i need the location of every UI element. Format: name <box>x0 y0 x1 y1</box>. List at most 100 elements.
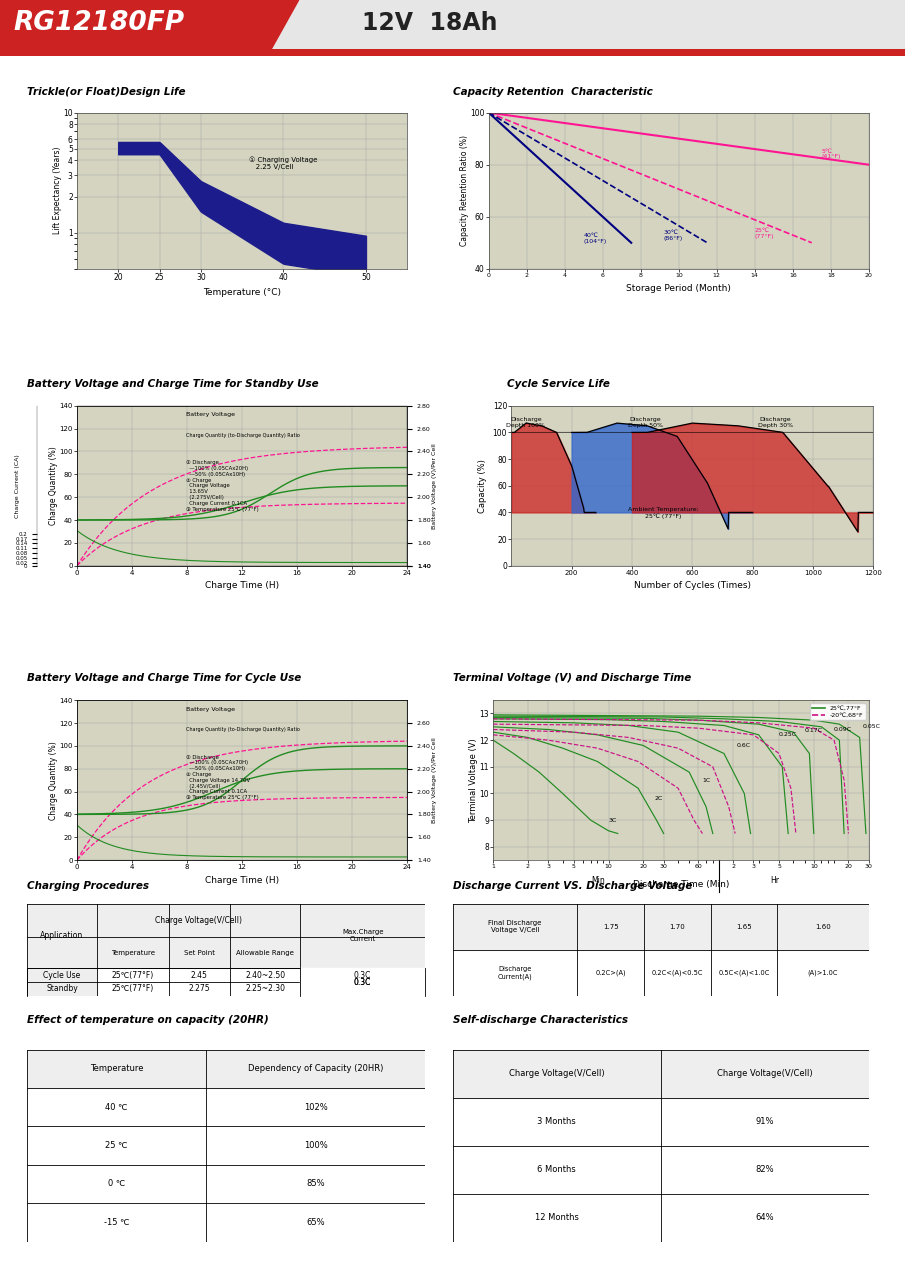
Text: 3C: 3C <box>608 818 617 823</box>
Text: 25 ℃: 25 ℃ <box>106 1140 128 1151</box>
Text: 25℃(77°F): 25℃(77°F) <box>111 970 154 979</box>
Y-axis label: Battery Voltage (V)/Per Cell: Battery Voltage (V)/Per Cell <box>433 443 437 529</box>
Text: 0.6C: 0.6C <box>737 742 751 748</box>
Text: Trickle(or Float)Design Life: Trickle(or Float)Design Life <box>27 87 186 97</box>
Y-axis label: Capacity (%): Capacity (%) <box>478 458 487 513</box>
Text: Set Point: Set Point <box>184 950 214 956</box>
Polygon shape <box>244 0 299 49</box>
Text: 12V  18Ah: 12V 18Ah <box>362 12 498 36</box>
Text: Min: Min <box>592 876 605 884</box>
Text: 0.3C: 0.3C <box>354 978 371 987</box>
Text: 12 Months: 12 Months <box>535 1213 578 1222</box>
X-axis label: Charge Time (H): Charge Time (H) <box>205 876 279 884</box>
Text: Discharge
Depth 30%: Discharge Depth 30% <box>758 417 793 428</box>
Text: Battery Voltage and Charge Time for Standby Use: Battery Voltage and Charge Time for Stan… <box>27 379 319 389</box>
Text: 102%: 102% <box>304 1102 328 1112</box>
Text: ① Discharge
  —100% (0.05CAx20H)
  ---50% (0.05CAx10H)
② Charge
  Charge Voltage: ① Discharge —100% (0.05CAx20H) ---50% (0… <box>186 460 259 512</box>
Bar <box>452 904 869 950</box>
Text: 2.25~2.30: 2.25~2.30 <box>245 984 285 993</box>
Text: 2C: 2C <box>654 796 662 801</box>
Text: 30℃
(86°F): 30℃ (86°F) <box>663 230 682 241</box>
Text: 0.25C: 0.25C <box>779 732 797 737</box>
Text: Self-discharge Characteristics: Self-discharge Characteristics <box>452 1015 627 1025</box>
Bar <box>27 1050 425 1088</box>
Text: 1C: 1C <box>702 778 710 782</box>
Text: Charge Quantity (to-Discharge Quantity) Ratio: Charge Quantity (to-Discharge Quantity) … <box>186 727 300 732</box>
Text: ① Discharge
  —100% (0.05CAx70H)
  ---50% (0.05CAx10H)
② Charge
  Charge Voltage: ① Discharge —100% (0.05CAx70H) ---50% (0… <box>186 754 259 800</box>
Bar <box>272 0 905 49</box>
Text: ① Charging Voltage
   2.25 V/Cell: ① Charging Voltage 2.25 V/Cell <box>249 156 317 170</box>
X-axis label: Discharge Time (Min): Discharge Time (Min) <box>633 881 729 890</box>
Text: Battery Voltage and Charge Time for Cycle Use: Battery Voltage and Charge Time for Cycl… <box>27 673 301 684</box>
Text: Final Discharge
Voltage V/Cell: Final Discharge Voltage V/Cell <box>489 920 541 933</box>
Text: 0 ℃: 0 ℃ <box>108 1179 126 1189</box>
Text: Discharge
Current(A): Discharge Current(A) <box>498 966 532 979</box>
Text: Cycle Service Life: Cycle Service Life <box>507 379 610 389</box>
Text: (A)>1.0C: (A)>1.0C <box>808 969 838 977</box>
Text: 1.60: 1.60 <box>815 924 831 929</box>
Text: 1.75: 1.75 <box>603 924 618 929</box>
Text: Cycle Use: Cycle Use <box>43 970 81 979</box>
Text: Capacity Retention  Characteristic: Capacity Retention Characteristic <box>452 87 653 97</box>
Text: 3 Months: 3 Months <box>538 1117 576 1126</box>
X-axis label: Storage Period (Month): Storage Period (Month) <box>626 284 731 293</box>
Text: 40 ℃: 40 ℃ <box>106 1102 128 1112</box>
Text: 0.05C: 0.05C <box>862 724 881 730</box>
Text: 1.70: 1.70 <box>670 924 685 929</box>
Text: Battery Voltage: Battery Voltage <box>186 412 235 417</box>
Text: 64%: 64% <box>756 1213 774 1222</box>
Text: Temperature: Temperature <box>90 1064 144 1074</box>
Text: Charge Voltage(V/Cell): Charge Voltage(V/Cell) <box>155 915 242 924</box>
Text: 0.09C: 0.09C <box>834 727 853 732</box>
Text: 25℃
(77°F): 25℃ (77°F) <box>755 228 775 238</box>
Text: -15 ℃: -15 ℃ <box>104 1217 129 1228</box>
Text: Dependency of Capacity (20HR): Dependency of Capacity (20HR) <box>248 1064 384 1074</box>
Text: Effect of temperature on capacity (20HR): Effect of temperature on capacity (20HR) <box>27 1015 269 1025</box>
Text: Charge Voltage(V/Cell): Charge Voltage(V/Cell) <box>717 1069 813 1078</box>
Bar <box>27 937 425 968</box>
Text: 0.3C: 0.3C <box>354 978 371 987</box>
Y-axis label: Battery Voltage (V)/Per Cell: Battery Voltage (V)/Per Cell <box>433 737 437 823</box>
Text: Allowable Range: Allowable Range <box>236 950 294 956</box>
Text: 5℃
(41°F): 5℃ (41°F) <box>822 148 841 160</box>
Text: 1.65: 1.65 <box>736 924 752 929</box>
Text: Charge Current (CA): Charge Current (CA) <box>15 454 20 517</box>
Text: 2.45: 2.45 <box>191 970 208 979</box>
Text: Charge Voltage(V/Cell): Charge Voltage(V/Cell) <box>509 1069 605 1078</box>
Text: Hr: Hr <box>770 876 779 884</box>
Text: Discharge
Depth 100%: Discharge Depth 100% <box>507 417 545 428</box>
Text: 0.5C<(A)<1.0C: 0.5C<(A)<1.0C <box>719 969 769 977</box>
Text: Ambient Temperature:
25℃ (77°F): Ambient Temperature: 25℃ (77°F) <box>628 507 699 518</box>
Text: 40℃
(104°F): 40℃ (104°F) <box>584 233 607 243</box>
X-axis label: Temperature (°C): Temperature (°C) <box>203 288 281 297</box>
Bar <box>300 968 425 996</box>
Text: 65%: 65% <box>307 1217 325 1228</box>
Y-axis label: Terminal Voltage (V): Terminal Voltage (V) <box>469 737 478 823</box>
Y-axis label: Charge Quantity (%): Charge Quantity (%) <box>49 447 58 525</box>
Text: Terminal Voltage (V) and Discharge Time: Terminal Voltage (V) and Discharge Time <box>452 673 691 684</box>
Text: 0.3C: 0.3C <box>354 970 371 979</box>
Text: 100%: 100% <box>304 1140 328 1151</box>
Text: Charge Quantity (to-Discharge Quantity) Ratio: Charge Quantity (to-Discharge Quantity) … <box>186 433 300 438</box>
Text: Battery Voltage: Battery Voltage <box>186 707 235 712</box>
Bar <box>452 1050 869 1098</box>
Text: 2.40~2.50: 2.40~2.50 <box>245 970 285 979</box>
Text: 2.275: 2.275 <box>188 984 210 993</box>
Text: Charging Procedures: Charging Procedures <box>27 881 149 891</box>
Text: 91%: 91% <box>756 1117 774 1126</box>
Y-axis label: Capacity Retention Ratio (%): Capacity Retention Ratio (%) <box>460 136 469 246</box>
Text: Standby: Standby <box>46 984 78 993</box>
Text: Max.Charge
Current: Max.Charge Current <box>342 929 384 942</box>
Text: 6 Months: 6 Months <box>538 1165 576 1174</box>
Bar <box>27 904 425 937</box>
Text: RG12180FP: RG12180FP <box>14 10 185 36</box>
X-axis label: Charge Time (H): Charge Time (H) <box>205 581 279 590</box>
Text: 85%: 85% <box>307 1179 325 1189</box>
Y-axis label: Charge Quantity (%): Charge Quantity (%) <box>49 741 58 819</box>
Bar <box>27 904 97 996</box>
Text: Discharge
Depth 50%: Discharge Depth 50% <box>628 417 662 428</box>
X-axis label: Number of Cycles (Times): Number of Cycles (Times) <box>634 581 751 590</box>
Text: Discharge Current VS. Discharge Voltage: Discharge Current VS. Discharge Voltage <box>452 881 692 891</box>
Text: 25℃(77°F): 25℃(77°F) <box>111 984 154 993</box>
Text: 0.2C<(A)<0.5C: 0.2C<(A)<0.5C <box>652 969 703 977</box>
